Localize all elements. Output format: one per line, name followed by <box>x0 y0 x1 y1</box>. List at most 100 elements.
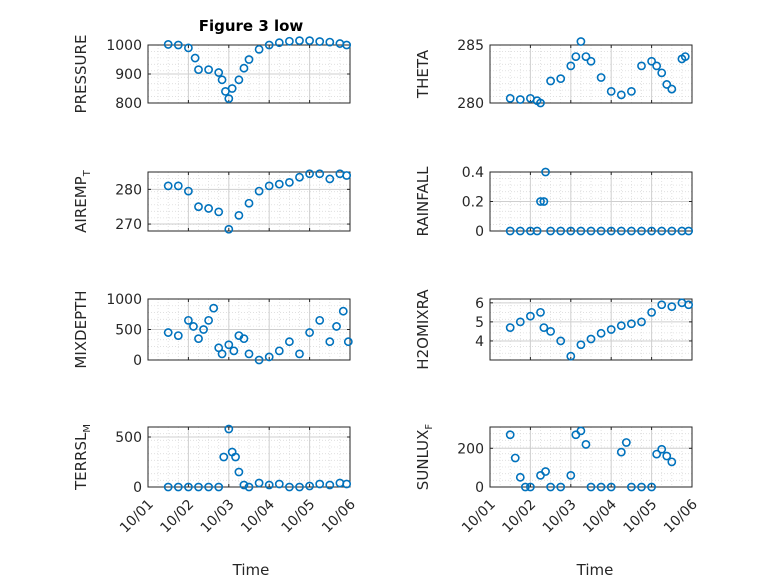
data-point <box>566 470 576 480</box>
data-point <box>556 482 566 492</box>
data-point <box>546 76 555 86</box>
y-axis-label: MIXDEPTH <box>72 290 90 368</box>
data-point <box>627 319 636 329</box>
axes-box <box>489 298 693 361</box>
data-point <box>596 482 606 492</box>
data-point <box>274 479 284 489</box>
y-axis-label: SUNLUXF <box>414 424 435 491</box>
data-point <box>566 61 576 71</box>
data-point <box>505 323 515 332</box>
y-tick-label: 1000 <box>106 292 142 308</box>
data-point <box>234 467 244 477</box>
data-point <box>342 479 352 489</box>
data-point <box>539 197 549 206</box>
data-point <box>586 334 596 344</box>
subplot-terr-msl: 10/01 10/02 10/03 10/04 10/05 10/06 0 500 TERRSL… <box>72 424 359 536</box>
data-point <box>536 98 545 108</box>
data-point <box>652 61 662 71</box>
x-tick-label: 10/05 <box>621 497 661 537</box>
data-point <box>284 482 294 492</box>
data-point <box>576 340 586 350</box>
data-point <box>556 336 566 346</box>
data-point <box>305 481 314 491</box>
x-tick-label: 10/04 <box>238 496 278 536</box>
data-point <box>667 302 677 312</box>
y-tick-label: 0 <box>133 353 142 369</box>
data-point <box>616 321 626 331</box>
data-point <box>214 482 224 492</box>
data-point <box>217 349 227 359</box>
data-point <box>566 226 576 236</box>
data-point <box>284 36 294 46</box>
data-point <box>657 444 667 454</box>
data-point <box>224 340 234 350</box>
data-point <box>596 328 606 338</box>
data-point <box>229 346 239 356</box>
data-point <box>173 181 183 191</box>
data-point <box>556 226 566 236</box>
data-point <box>342 40 352 50</box>
y-tick-label: 285 <box>457 38 484 54</box>
data-point <box>546 327 555 336</box>
data-point <box>224 94 234 104</box>
figure-title: Figure 3 low <box>199 17 304 35</box>
data-point <box>571 52 581 61</box>
data-point <box>254 478 264 488</box>
data-point <box>684 300 694 310</box>
data-point <box>183 43 193 53</box>
data-point <box>581 52 591 61</box>
y-tick-label: 0.2 <box>462 195 484 211</box>
data-point <box>616 226 626 236</box>
data-point <box>667 84 677 94</box>
x-tick-label: 10/04 <box>580 496 620 536</box>
data-point <box>295 36 304 46</box>
data-point <box>596 73 606 82</box>
data-point <box>199 325 208 334</box>
data-point <box>325 174 335 184</box>
subplot-theta: 280 285 THETA <box>414 37 693 112</box>
data-point <box>332 322 341 331</box>
data-point <box>274 179 284 189</box>
data-point <box>244 55 254 64</box>
x-tick-label: 10/05 <box>279 497 319 537</box>
y-tick-label: 0 <box>475 480 484 496</box>
data-point <box>194 65 203 75</box>
data-point <box>209 303 219 313</box>
data-point <box>541 167 550 177</box>
x-tick-label: 10/02 <box>499 497 539 537</box>
data-point <box>338 306 348 316</box>
data-point <box>556 74 566 84</box>
x-tick-label: 10/01 <box>459 497 499 537</box>
data-point <box>295 349 304 359</box>
axes-box <box>147 426 351 488</box>
subplot-mixdepth: 0 500 1000 MIXDEPTH <box>72 290 353 369</box>
x-tick-label: 10/03 <box>540 497 580 537</box>
data-point <box>621 438 631 447</box>
subplot-h2omixra: 4 5 6 H2OMIXRA <box>414 289 694 370</box>
data-point <box>515 472 525 482</box>
data-point <box>239 480 249 490</box>
data-point <box>163 328 173 337</box>
x-tick-label: 10/03 <box>198 497 238 537</box>
data-point <box>566 351 576 361</box>
data-point <box>217 75 227 85</box>
y-tick-label: 0.4 <box>462 165 484 181</box>
data-point <box>627 226 636 236</box>
data-point <box>227 84 237 93</box>
data-point <box>173 482 183 492</box>
y-axis-label: THETA <box>414 49 432 99</box>
data-point <box>173 331 183 340</box>
data-point <box>194 482 203 492</box>
subplot-air-temp: 270 280 AIREMPT <box>72 169 352 234</box>
data-point <box>546 482 555 492</box>
data-point <box>194 202 203 212</box>
data-point <box>536 307 545 317</box>
data-point <box>576 37 586 46</box>
data-point <box>576 426 586 436</box>
data-point <box>274 38 284 48</box>
y-axis-label: RAINFALL <box>414 166 432 237</box>
data-point <box>505 430 515 440</box>
x-tick-label: 10/06 <box>319 496 359 536</box>
data-point <box>637 317 646 327</box>
